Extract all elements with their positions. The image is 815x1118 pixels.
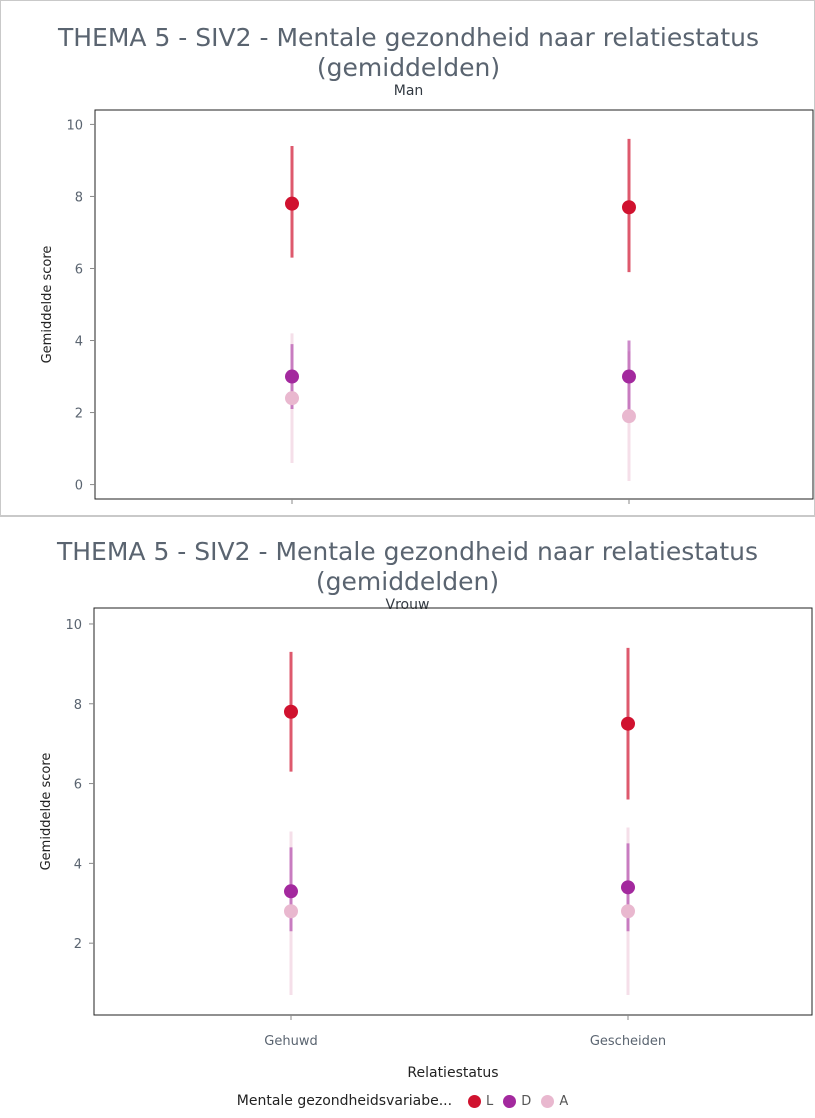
point-D — [622, 369, 636, 384]
legend-swatch-D — [503, 1094, 517, 1108]
plot-frame — [94, 109, 814, 500]
legend-label-L: L — [486, 1093, 494, 1109]
y-tick-label: 6 — [74, 778, 82, 793]
x-tick-label: Gehuwd — [264, 1034, 317, 1049]
point-D — [621, 880, 635, 895]
legend-title: Mentale gezondheidsvariabe... — [236, 1093, 453, 1109]
y-axis-label: Gemiddelde score — [39, 753, 54, 871]
legend-label-A: A — [559, 1093, 569, 1109]
legend-item-D[interactable]: D — [503, 1094, 531, 1109]
y-tick-label: 2 — [75, 407, 83, 422]
chart-title: THEMA 5 - SIV2 - Mentale gezondheid naar… — [57, 23, 760, 52]
y-tick-label: 6 — [75, 262, 83, 277]
y-tick-label: 0 — [75, 479, 83, 494]
legend-label-D: D — [521, 1093, 532, 1109]
point-D — [285, 369, 299, 384]
chart-title-line2: (gemiddelden) — [316, 53, 501, 82]
point-L — [622, 200, 636, 215]
x-tick-label: Gescheiden — [590, 1034, 666, 1049]
chart-title-line2: (gemiddelden) — [315, 567, 500, 596]
legend-item-L[interactable]: L — [468, 1094, 493, 1109]
point-A — [285, 391, 299, 406]
y-tick-label: 8 — [75, 190, 83, 205]
point-L — [284, 704, 298, 719]
legend-item-A[interactable]: A — [541, 1094, 568, 1109]
chart-panel-vrouw: THEMA 5 - SIV2 - Mentale gezondheid naar… — [0, 516, 815, 1118]
legend-swatch-L — [468, 1094, 482, 1108]
x-axis-label: Relatiestatus — [407, 1065, 498, 1081]
chart-subtitle: Vrouw — [385, 597, 430, 613]
point-L — [621, 716, 635, 731]
chart-panel-man: THEMA 5 - SIV2 - Mentale gezondheid naar… — [0, 0, 815, 533]
point-D — [284, 884, 298, 899]
chart-subtitle: Man — [393, 83, 424, 99]
y-tick-label: 8 — [74, 698, 82, 713]
chart-plot-vrouw: 2 4 6 8 10 Gemiddelde score Gehuwd Gescheiden Re… — [39, 607, 813, 1081]
legend: Mentale gezondheidsvariabe... L D A — [0, 1089, 815, 1113]
point-A — [284, 904, 298, 919]
y-tick-label: 4 — [75, 335, 83, 350]
chart-title: THEMA 5 - SIV2 - Mentale gezondheid naar… — [56, 537, 759, 566]
legend-swatch-A — [541, 1094, 555, 1108]
point-A — [621, 904, 635, 919]
y-tick-label: 2 — [74, 937, 82, 952]
y-tick-label: 4 — [74, 857, 82, 872]
y-tick-label: 10 — [65, 618, 82, 633]
point-A — [622, 409, 636, 424]
y-axis-label: Gemiddelde score — [40, 246, 55, 364]
point-L — [285, 196, 299, 211]
plot-frame — [93, 607, 813, 1016]
y-tick-label: 10 — [66, 118, 83, 133]
